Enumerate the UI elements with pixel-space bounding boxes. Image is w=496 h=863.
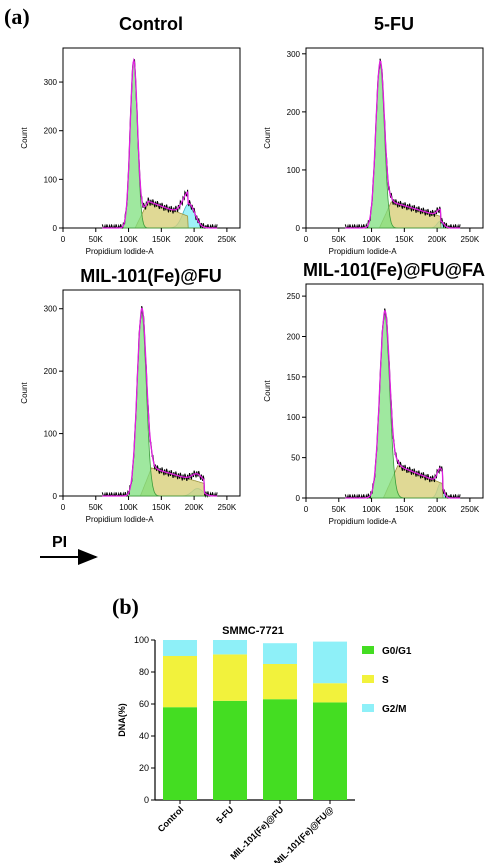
hist-1-fit-line [102,57,218,229]
hist-4-xtick-label-1: 50K [332,505,347,514]
hist-2-title: 5-FU [374,14,414,34]
hist-2-xtick-label-5: 250K [461,235,480,244]
hist-1-ytick-label-0: 0 [53,224,58,233]
legend-label-3: G2/M [382,704,406,715]
hist-2-xtick-label-0: 0 [304,235,309,244]
bar-s-2 [213,654,247,701]
hist-4-xtick-label-4: 200K [428,505,447,514]
hist-4-xtick-label-5: 250K [461,505,480,514]
hist-3-fit-line [102,307,218,497]
hist-1-xtick-label-3: 150K [152,235,171,244]
hist-1-xtick-label-1: 50K [89,235,104,244]
hist-3-xtick-label-1: 50K [89,503,104,512]
hist-3-xtick-label-4: 200K [185,503,204,512]
hist-2-xtick-label-3: 150K [395,235,414,244]
hist-4-ytick-label-4: 200 [287,332,301,341]
hist-1-xtick-label-2: 100K [119,235,138,244]
hist-4-ytick-label-0: 0 [296,494,301,503]
pi-axis-label: PI [52,534,67,551]
hist-4-ytick-label-2: 100 [287,413,301,422]
hist-1-xtick-label-4: 200K [185,235,204,244]
legend-swatch-2 [362,675,374,683]
hist-1-xlabel: Propidium Iodide-A [86,247,155,256]
bar-ylabel: DNA(%) [117,703,127,737]
hist-1-xtick-label-0: 0 [61,235,66,244]
panel-b-label: (b) [112,594,139,619]
hist-3-frame [62,289,241,497]
bar-g0-g1-4 [313,702,347,800]
hist-3-ytick-label-0: 0 [53,492,58,501]
bar-g2-m-3 [263,643,297,664]
hist-4-fit-line [345,310,461,499]
hist-4-ytick-label-5: 250 [287,292,301,301]
bar-ytick-label-5: 100 [134,635,149,645]
hist-3-ytick-label-2: 200 [44,367,58,376]
hist-3-ytick-label-3: 300 [44,305,58,314]
hist-2-ytick-label-1: 100 [287,166,301,175]
hist-3-ytick-label-1: 100 [44,430,58,439]
legend-label-2: S [382,675,389,686]
hist-1-ytick-label-3: 300 [44,78,58,87]
hist-2-xlabel: Propidium Iodide-A [329,247,398,256]
bar-g2-m-1 [163,640,197,656]
hist-1-ytick-label-1: 100 [44,175,58,184]
hist-3-ylabel: Count [20,382,29,404]
hist-2-xtick-label-2: 100K [362,235,381,244]
bar-ytick-label-3: 60 [139,699,149,709]
hist-2-fit-line [345,59,461,229]
hist-3-xlabel: Propidium Iodide-A [86,515,155,524]
hist-4-xtick-label-2: 100K [362,505,381,514]
bar-ytick-label-4: 80 [139,667,149,677]
hist-4-ytick-label-1: 50 [291,454,300,463]
hist-1-title: Control [119,14,183,34]
hist-2-ytick-label-0: 0 [296,224,301,233]
hist-3-xtick-label-5: 250K [218,503,237,512]
hist-1-xtick-label-5: 250K [218,235,237,244]
legend-swatch-1 [362,646,374,654]
bar-g0-g1-1 [163,707,197,800]
panel-a-label: (a) [4,4,30,29]
bar-ytick-label-1: 20 [139,763,149,773]
hist-3-xtick-label-0: 0 [61,503,66,512]
bar-s-1 [163,656,197,708]
hist-4-xlabel: Propidium Iodide-A [329,517,398,526]
bar-g2-m-4 [313,641,347,684]
hist-1-ylabel: Count [20,127,29,149]
hist-3-xtick-label-3: 150K [152,503,171,512]
hist-3-xtick-label-2: 100K [119,503,138,512]
bar-g0-g1-3 [263,699,297,800]
bar-g2-m-2 [213,640,247,655]
bar-chart-title: SMMC-7721 [222,625,284,637]
hist-4-xtick-label-0: 0 [304,505,309,514]
hist-2-xtick-label-1: 50K [332,235,347,244]
hist-4-xtick-label-3: 150K [395,505,414,514]
hist-4-ylabel: Count [263,380,272,402]
hist-2-ytick-label-3: 300 [287,50,301,59]
hist-2-xtick-label-4: 200K [428,235,447,244]
bar-category-label-3: MIL-101(Fe)@FU [228,804,285,861]
bar-ytick-label-2: 40 [139,731,149,741]
bar-s-4 [313,683,347,703]
hist-4-ytick-label-3: 150 [287,373,301,382]
bar-category-label-1: Control [156,804,186,834]
legend-label-1: G0/G1 [382,646,412,657]
hist-4-title: MIL-101(Fe)@FU@FA [303,260,485,280]
hist-4-frame [305,283,484,499]
hist-3-title: MIL-101(Fe)@FU [80,266,222,286]
hist-2-ytick-label-2: 200 [287,108,301,117]
hist-2-ylabel: Count [263,127,272,149]
hist-1-ytick-label-2: 200 [44,127,58,136]
bar-s-3 [263,664,297,700]
hist-2-frame [305,47,484,229]
bar-g0-g1-2 [213,700,247,800]
bar-ytick-label-0: 0 [144,795,149,805]
legend-swatch-3 [362,704,374,712]
bar-category-label-2: 5-FU [214,804,235,825]
